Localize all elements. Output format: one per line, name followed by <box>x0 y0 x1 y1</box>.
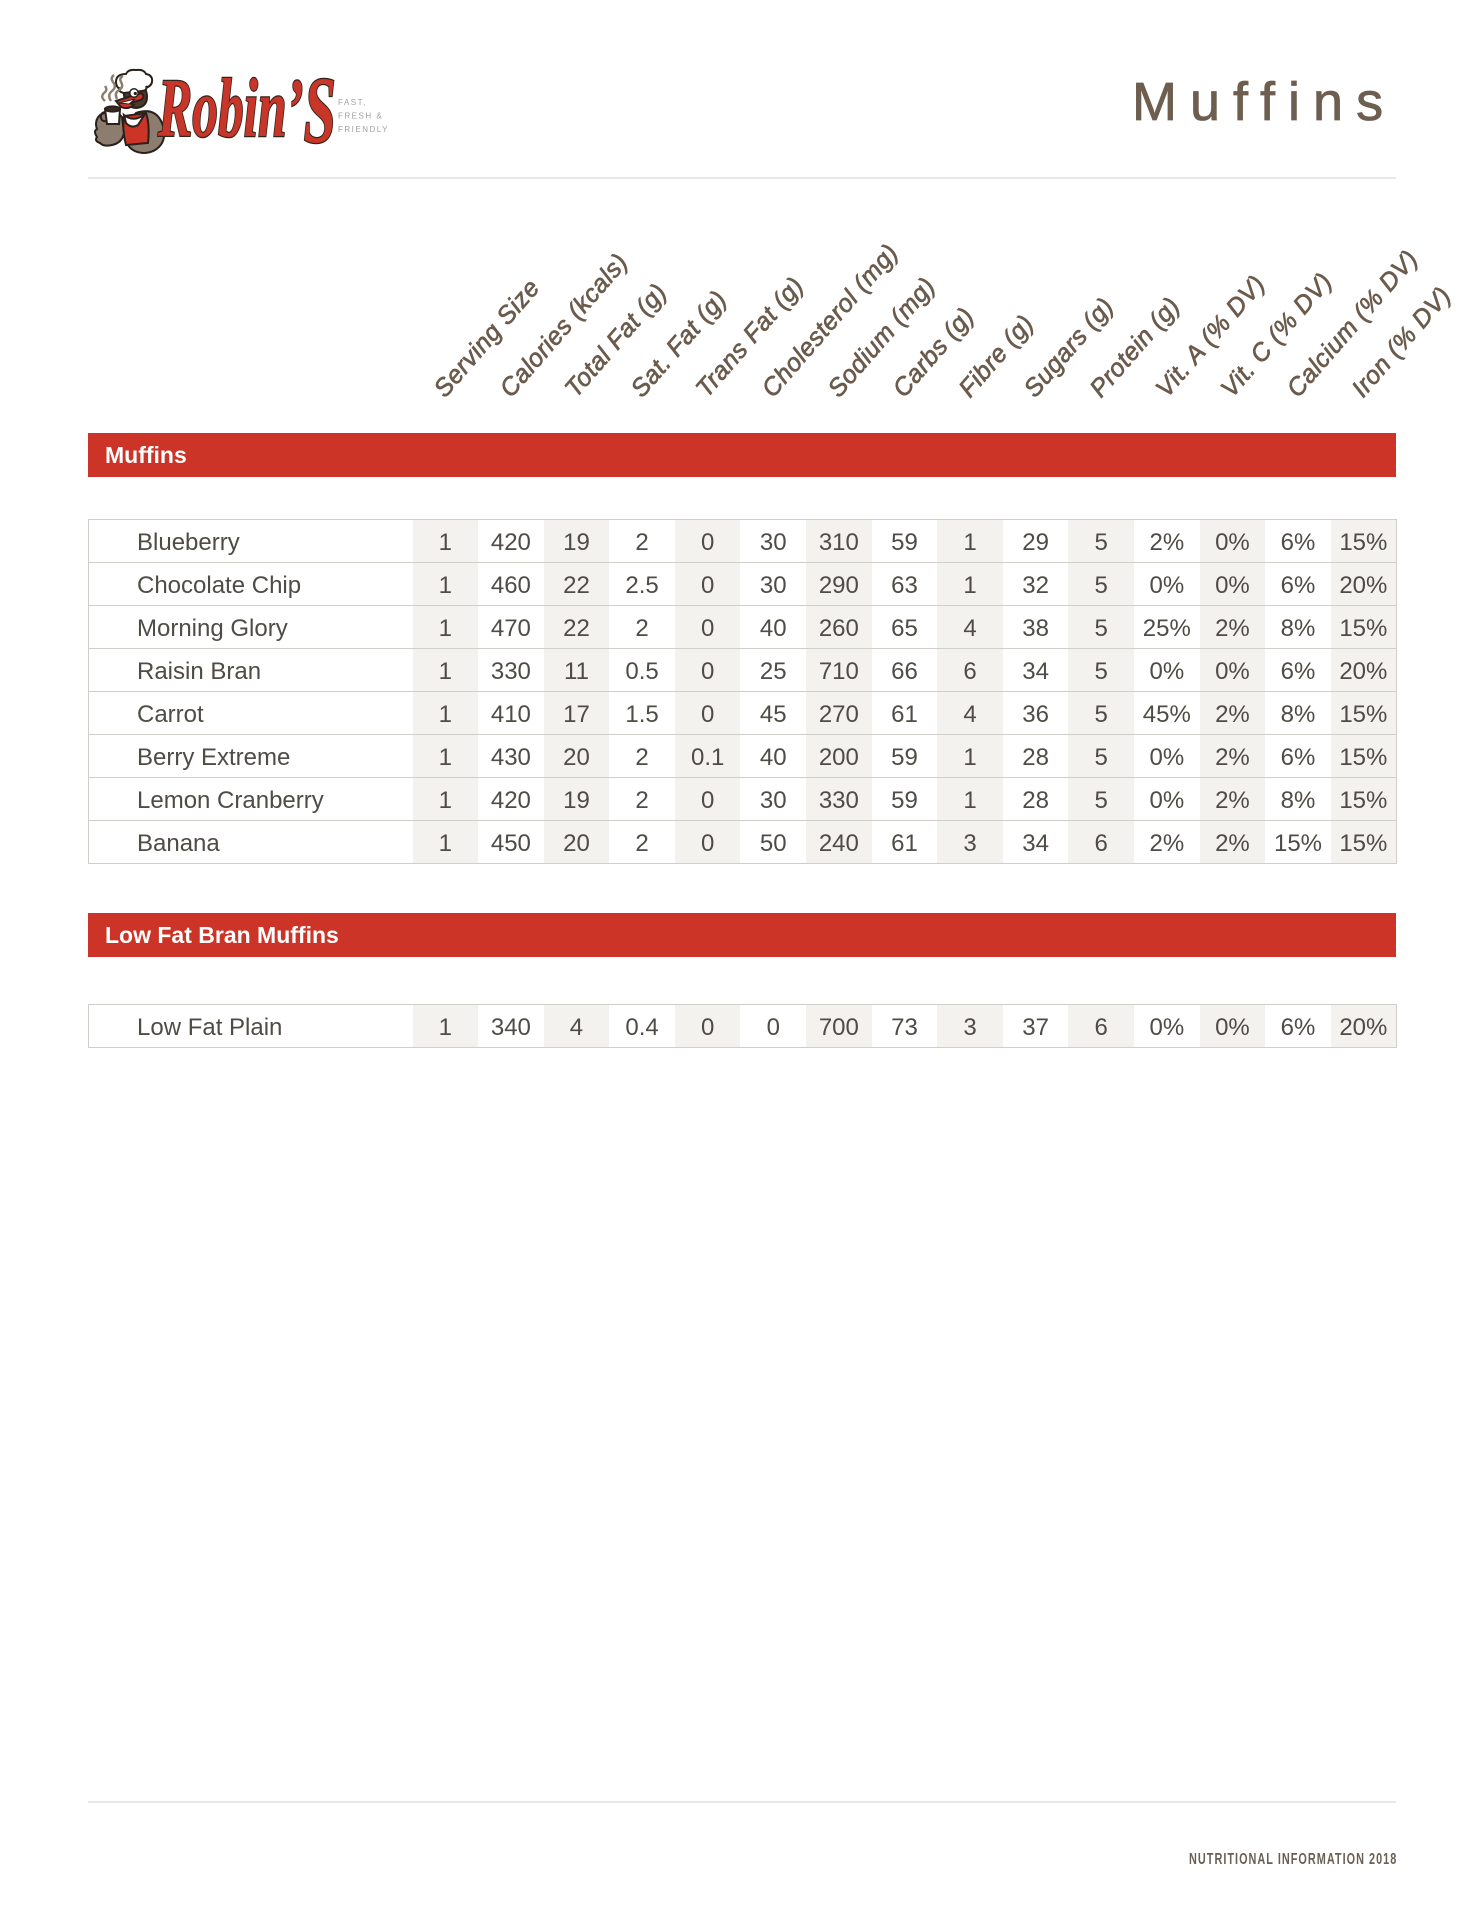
svg-text:FRESH &: FRESH & <box>338 112 383 121</box>
svg-text:Robin’S: Robin’S <box>157 58 336 162</box>
svg-text:FRIENDLY: FRIENDLY <box>338 125 389 134</box>
svg-text:FAST,: FAST, <box>338 98 367 107</box>
